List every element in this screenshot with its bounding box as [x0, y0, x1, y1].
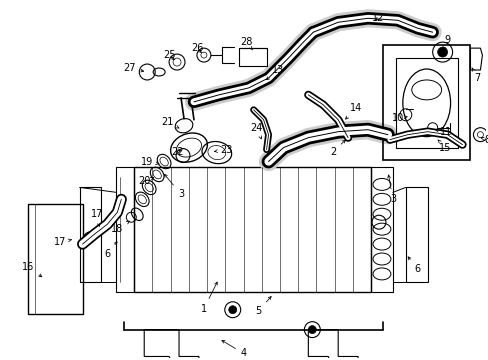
- Text: 3: 3: [387, 175, 395, 204]
- Text: 9: 9: [442, 35, 450, 49]
- Text: 7: 7: [471, 68, 480, 83]
- Circle shape: [228, 306, 236, 314]
- Circle shape: [437, 47, 447, 57]
- Text: 26: 26: [190, 43, 203, 53]
- Bar: [116, 167, 134, 292]
- Bar: [395, 58, 457, 148]
- Text: 8: 8: [480, 135, 488, 145]
- Bar: [238, 48, 266, 66]
- Text: 3: 3: [164, 174, 183, 199]
- Text: 6: 6: [407, 257, 420, 274]
- Text: 20: 20: [138, 176, 153, 186]
- Text: 10: 10: [391, 113, 406, 123]
- Text: 4: 4: [222, 341, 246, 359]
- Text: 27: 27: [123, 63, 143, 73]
- Text: 16: 16: [21, 262, 41, 277]
- Text: 18: 18: [111, 221, 129, 234]
- Text: 5: 5: [255, 297, 270, 316]
- Text: 17: 17: [53, 237, 71, 247]
- Bar: [370, 167, 392, 292]
- Text: 2: 2: [329, 140, 345, 157]
- Bar: [134, 167, 370, 292]
- Text: 19: 19: [141, 157, 159, 167]
- Circle shape: [308, 326, 316, 334]
- Text: 12: 12: [371, 13, 384, 23]
- Bar: [80, 188, 101, 282]
- Text: 6: 6: [104, 242, 117, 259]
- Text: 13: 13: [266, 65, 284, 80]
- Text: 25: 25: [163, 50, 175, 60]
- Text: 21: 21: [161, 117, 179, 128]
- Text: 1: 1: [201, 282, 217, 314]
- Text: 14: 14: [345, 103, 362, 119]
- Bar: [28, 204, 82, 314]
- Bar: [405, 188, 427, 282]
- Text: 11: 11: [435, 127, 451, 137]
- Text: 23: 23: [214, 145, 232, 154]
- Text: 15: 15: [437, 140, 451, 153]
- Text: 17: 17: [91, 209, 103, 226]
- Text: 22: 22: [170, 147, 183, 157]
- Bar: [382, 45, 469, 159]
- Text: 28: 28: [240, 37, 252, 50]
- Text: 24: 24: [250, 123, 262, 139]
